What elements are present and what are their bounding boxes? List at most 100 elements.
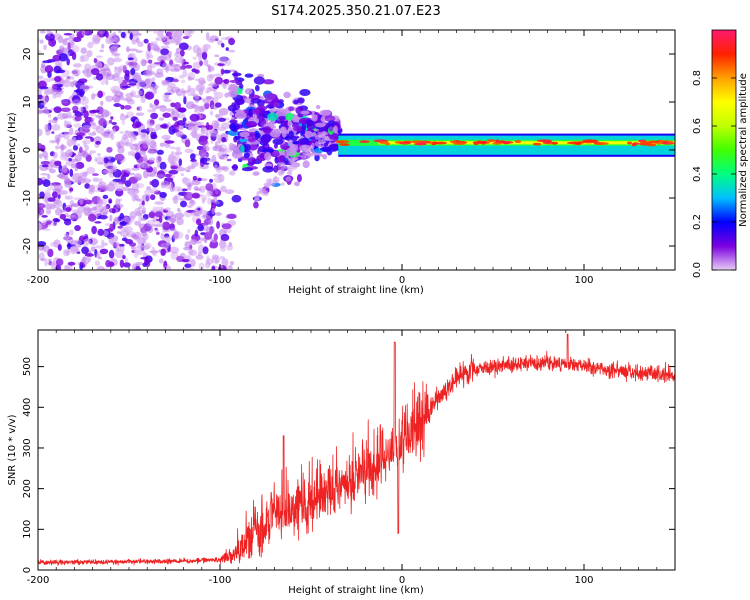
spectral-blob	[179, 197, 188, 201]
spectral-blob	[59, 213, 67, 220]
spectral-blob	[273, 165, 279, 173]
spectral-blob	[154, 211, 163, 218]
spectral-blob	[224, 189, 235, 195]
spectral-blob	[68, 157, 72, 162]
spectral-blob	[38, 128, 43, 137]
spectral-blob	[209, 198, 219, 203]
spectral-blob	[52, 151, 58, 159]
spectral-blob	[141, 194, 152, 202]
spectral-blob	[150, 134, 158, 140]
spectral-blob	[103, 242, 109, 246]
spectral-blob	[72, 63, 82, 68]
spectral-blob	[94, 221, 102, 224]
spectral-blob	[186, 205, 193, 208]
spectral-blob	[273, 176, 278, 179]
spectral-blob	[92, 177, 100, 182]
spectral-blob	[277, 170, 282, 175]
spectral-blob	[127, 98, 135, 105]
spectral-blob	[135, 50, 143, 53]
spectral-blob	[194, 229, 199, 237]
spectral-blob	[58, 52, 68, 62]
spectral-blob	[103, 157, 109, 164]
spectral-blob	[151, 178, 160, 188]
spectral-blob	[213, 90, 218, 96]
spectral-blob	[178, 42, 189, 51]
spectral-blob	[156, 46, 161, 54]
spectral-blob	[244, 88, 253, 95]
y-tick-label: 10	[22, 96, 33, 109]
spectral-blob	[84, 136, 93, 139]
spectral-blob	[269, 129, 281, 138]
spectral-blob	[208, 129, 219, 137]
spectral-blob	[152, 166, 158, 175]
spectral-blob	[44, 65, 54, 74]
spectral-blob	[291, 116, 300, 123]
spectral-blob	[97, 199, 103, 207]
spectral-blob	[144, 188, 154, 196]
spectral-blob	[170, 228, 177, 232]
spectral-blob	[221, 223, 232, 230]
spectral-blob	[197, 251, 202, 256]
spectral-blob	[226, 158, 232, 162]
spectral-blob	[263, 182, 270, 187]
spectral-blob	[198, 262, 205, 270]
spectral-blob	[79, 88, 84, 98]
spectral-blob	[165, 53, 171, 61]
spectral-blob	[179, 252, 186, 258]
spectral-blob	[205, 86, 212, 93]
spectral-blob	[314, 122, 327, 128]
spectral-blob	[334, 140, 350, 144]
spectral-blob	[138, 213, 143, 222]
spectral-blob	[161, 180, 169, 186]
spectral-blob	[137, 238, 143, 247]
spectral-blob	[38, 75, 44, 80]
spectral-blob	[98, 118, 107, 127]
spectral-blob	[175, 167, 186, 172]
spectral-blob	[122, 79, 130, 83]
spectral-blob	[112, 57, 123, 63]
spectral-blob	[190, 87, 196, 96]
spectral-blob	[114, 153, 125, 162]
spectral-blob	[176, 113, 186, 119]
spectral-blob	[225, 228, 232, 234]
spectral-blob	[119, 114, 127, 121]
spectral-blob	[339, 143, 350, 147]
spectral-blob	[69, 168, 74, 177]
spectral-blob	[410, 140, 423, 144]
spectral-blob	[99, 214, 108, 220]
spectral-blob	[119, 221, 127, 227]
spectral-blob	[76, 143, 81, 147]
spectral-blob	[288, 106, 295, 112]
spectral-blob	[62, 38, 67, 44]
spectral-blob	[146, 138, 155, 145]
spectral-blob	[214, 102, 222, 108]
spectral-blob	[72, 211, 83, 220]
spectral-blob	[90, 137, 95, 142]
spectral-blob	[200, 178, 208, 182]
spectral-blob	[264, 152, 272, 161]
spectral-blob	[200, 128, 209, 135]
spectral-blob	[125, 46, 130, 53]
spectral-blob	[307, 153, 314, 158]
x-tick-label: 0	[399, 275, 405, 286]
spectral-blob	[477, 140, 483, 144]
spectral-blob	[119, 243, 125, 247]
spectral-blob	[156, 218, 161, 222]
spectral-blob	[95, 253, 101, 259]
spectral-blob	[226, 213, 237, 220]
spectral-blob	[292, 140, 300, 145]
spectral-blob	[80, 47, 87, 55]
spectral-blob	[220, 185, 227, 193]
spectral-blob	[97, 90, 104, 99]
spectral-blob	[125, 114, 129, 119]
spectral-blob	[254, 85, 260, 92]
spectral-blob	[162, 229, 166, 233]
spectral-blob	[88, 213, 97, 222]
spectral-blob	[287, 120, 293, 127]
spectral-blob	[128, 172, 135, 176]
spectral-blob	[96, 153, 101, 157]
spectral-blob	[53, 106, 62, 114]
spectral-blob	[160, 232, 165, 240]
spectral-blob	[187, 77, 195, 81]
